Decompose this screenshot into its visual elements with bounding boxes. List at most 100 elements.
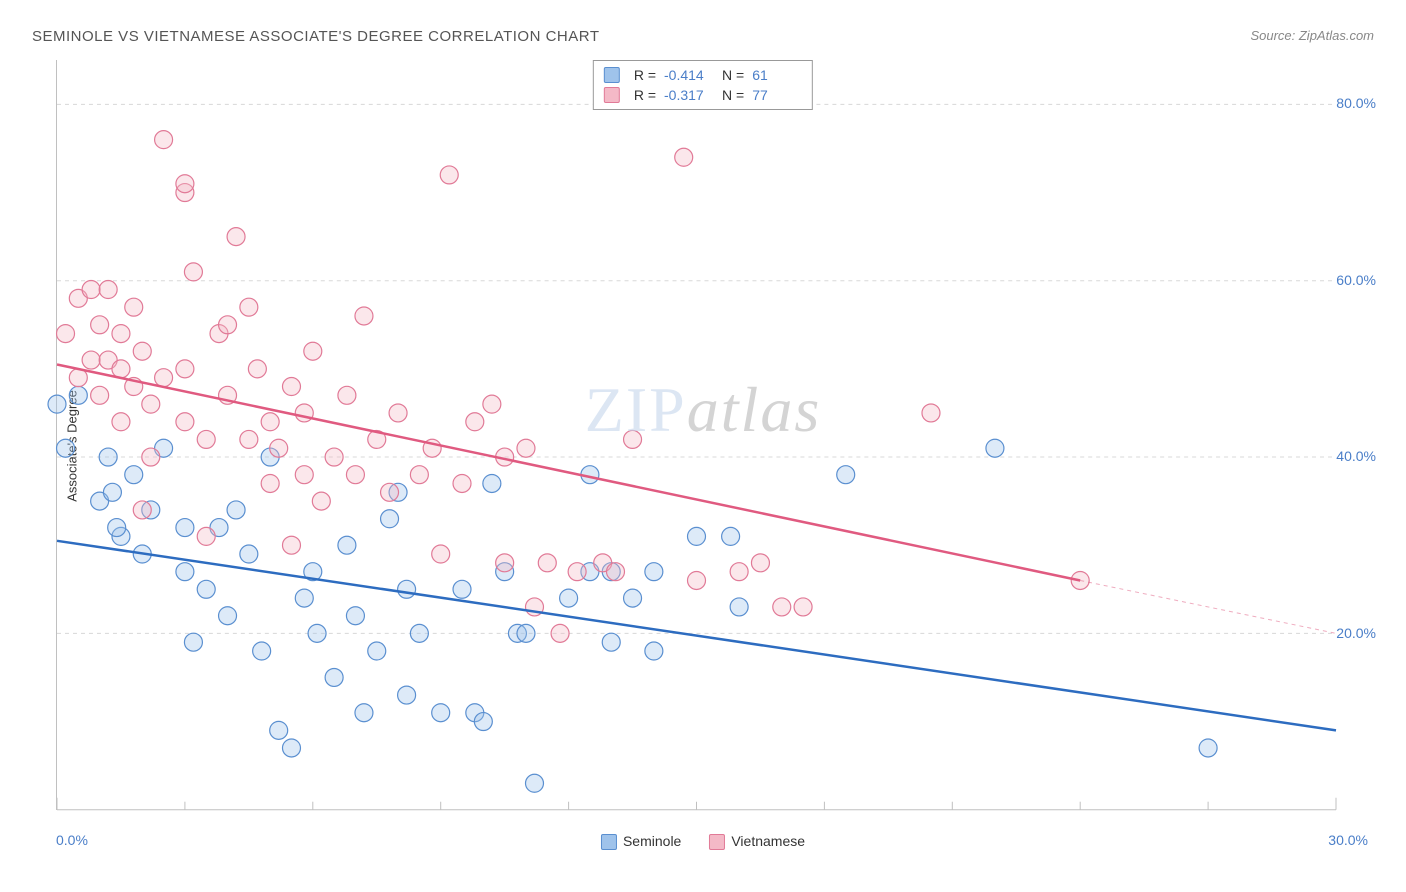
legend-stat-row: R =-0.414N =61 <box>604 65 802 85</box>
data-point <box>142 395 160 413</box>
data-point <box>133 342 151 360</box>
data-point <box>410 466 428 484</box>
data-point <box>282 536 300 554</box>
data-point <box>325 448 343 466</box>
data-point <box>82 281 100 299</box>
data-point <box>837 466 855 484</box>
data-point <box>176 175 194 193</box>
data-point <box>176 563 194 581</box>
data-point <box>103 483 121 501</box>
data-point <box>398 686 416 704</box>
data-point <box>607 563 625 581</box>
trend-extension <box>1080 580 1336 633</box>
data-point <box>176 413 194 431</box>
data-point <box>325 668 343 686</box>
r-label: R = <box>634 87 656 103</box>
y-tick-label: 20.0% <box>1336 625 1376 641</box>
data-point <box>142 448 160 466</box>
plot-area <box>56 60 1336 810</box>
data-point <box>240 545 258 563</box>
n-label: N = <box>722 67 744 83</box>
data-point <box>112 325 130 343</box>
data-point <box>282 739 300 757</box>
data-point <box>82 351 100 369</box>
data-point <box>560 589 578 607</box>
data-point <box>440 166 458 184</box>
data-point <box>184 633 202 651</box>
data-point <box>308 624 326 642</box>
data-point <box>197 580 215 598</box>
data-point <box>112 413 130 431</box>
data-point <box>1199 739 1217 757</box>
data-point <box>184 263 202 281</box>
data-point <box>253 642 271 660</box>
data-point <box>602 633 620 651</box>
data-point <box>526 774 544 792</box>
data-point <box>722 527 740 545</box>
r-label: R = <box>634 67 656 83</box>
data-point <box>624 589 642 607</box>
data-point <box>773 598 791 616</box>
trend-line <box>57 541 1336 731</box>
y-tick-label: 40.0% <box>1336 448 1376 464</box>
data-point <box>346 607 364 625</box>
data-point <box>368 642 386 660</box>
n-value: 77 <box>752 87 802 103</box>
chart-title: SEMINOLE VS VIETNAMESE ASSOCIATE'S DEGRE… <box>32 28 599 45</box>
legend-stat-row: R =-0.317N =77 <box>604 85 802 105</box>
data-point <box>176 360 194 378</box>
source-attribution: Source: ZipAtlas.com <box>1250 28 1374 43</box>
data-point <box>568 563 586 581</box>
data-point <box>346 466 364 484</box>
data-point <box>99 448 117 466</box>
y-tick-label: 60.0% <box>1336 272 1376 288</box>
data-point <box>410 624 428 642</box>
data-point <box>295 589 313 607</box>
data-point <box>48 395 66 413</box>
data-point <box>381 510 399 528</box>
data-point <box>645 642 663 660</box>
data-point <box>355 704 373 722</box>
n-value: 61 <box>752 67 802 83</box>
data-point <box>312 492 330 510</box>
data-point <box>538 554 556 572</box>
data-point <box>730 598 748 616</box>
data-point <box>270 439 288 457</box>
data-point <box>922 404 940 422</box>
data-point <box>155 131 173 149</box>
data-point <box>91 386 109 404</box>
data-point <box>432 704 450 722</box>
x-tick-max: 30.0% <box>1328 832 1368 848</box>
trend-line <box>57 364 1080 580</box>
data-point <box>155 369 173 387</box>
data-point <box>517 624 535 642</box>
data-point <box>57 325 75 343</box>
y-tick-label: 80.0% <box>1336 95 1376 111</box>
legend-label: Vietnamese <box>731 833 805 849</box>
data-point <box>227 228 245 246</box>
data-point <box>125 298 143 316</box>
data-point <box>453 474 471 492</box>
data-point <box>483 395 501 413</box>
data-point <box>125 466 143 484</box>
data-point <box>688 527 706 545</box>
data-point <box>197 527 215 545</box>
data-point <box>398 580 416 598</box>
data-point <box>496 554 514 572</box>
data-point <box>453 580 471 598</box>
data-point <box>219 607 237 625</box>
data-point <box>466 413 484 431</box>
data-point <box>624 430 642 448</box>
chart-container: SEMINOLE VS VIETNAMESE ASSOCIATE'S DEGRE… <box>0 0 1406 892</box>
chart-svg <box>57 60 1336 810</box>
data-point <box>474 713 492 731</box>
data-point <box>270 721 288 739</box>
data-point <box>99 281 117 299</box>
legend-swatch <box>604 87 620 103</box>
r-value: -0.317 <box>664 87 714 103</box>
data-point <box>219 316 237 334</box>
data-point <box>381 483 399 501</box>
data-point <box>108 519 126 537</box>
data-point <box>69 386 87 404</box>
legend-swatch <box>709 834 725 850</box>
